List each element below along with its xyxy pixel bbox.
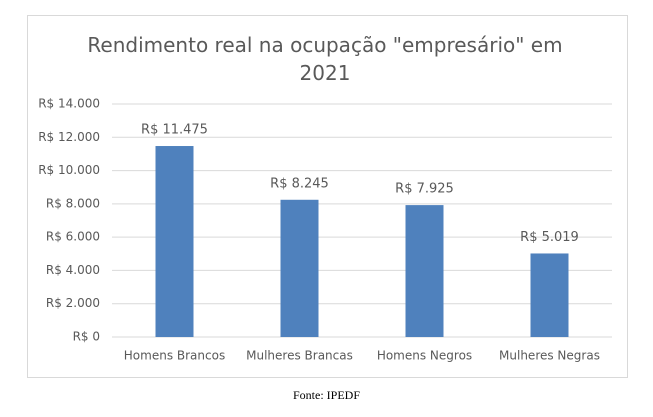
chart-title: Rendimento real na ocupação "empresário"… — [87, 33, 563, 85]
y-tick-label: R$ 12.000 — [38, 130, 100, 144]
bar — [405, 205, 444, 337]
source-note: Fonte: IPEDF — [292, 388, 360, 402]
y-tick-label: R$ 8.000 — [46, 196, 100, 210]
x-tick-label: Homens Negros — [377, 349, 472, 363]
y-tick-label: R$ 0 — [73, 330, 100, 344]
y-tick-label: R$ 4.000 — [46, 263, 100, 277]
bar — [530, 253, 569, 337]
bar — [280, 199, 319, 337]
data-label: R$ 5.019 — [520, 230, 579, 245]
data-label: R$ 11.475 — [141, 123, 208, 138]
x-tick-label: Mulheres Brancas — [246, 349, 353, 363]
data-label: R$ 7.925 — [395, 182, 454, 197]
y-tick-label: R$ 2.000 — [46, 296, 100, 310]
data-label: R$ 8.245 — [270, 176, 329, 191]
bar — [155, 146, 194, 337]
chart-border — [27, 15, 628, 378]
y-tick-label: R$ 6.000 — [46, 230, 100, 244]
x-tick-label: Homens Brancos — [124, 349, 225, 363]
y-tick-label: R$ 14.000 — [38, 97, 100, 111]
y-tick-label: R$ 10.000 — [38, 163, 100, 177]
x-tick-label: Mulheres Negras — [499, 349, 600, 363]
